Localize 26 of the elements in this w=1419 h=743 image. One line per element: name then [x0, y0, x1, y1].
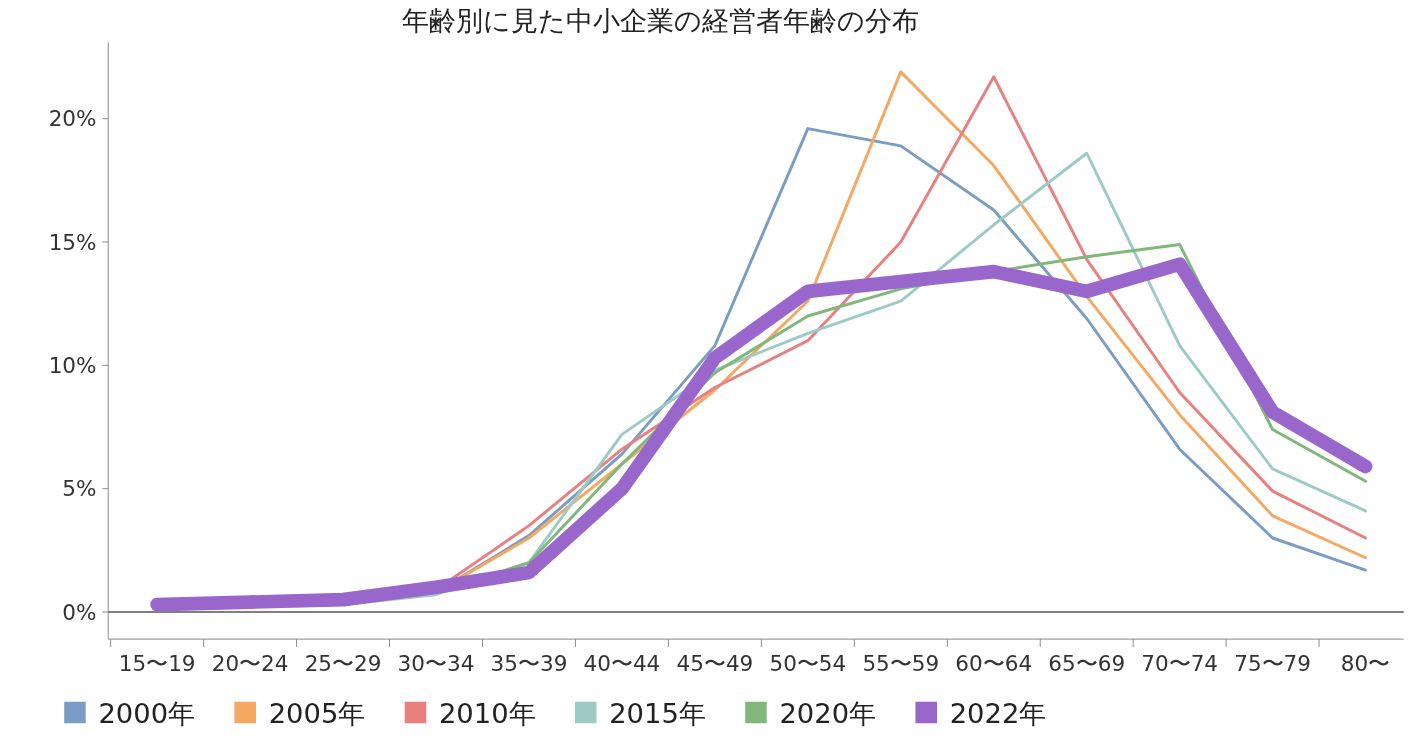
x-tick-label: 60〜64 [955, 651, 1033, 677]
legend-label: 2010年 [438, 698, 536, 730]
x-tick-label: 25〜29 [304, 651, 382, 677]
x-tick-label: 35〜39 [490, 651, 568, 677]
legend-label: 2000年 [98, 698, 196, 730]
legend-label: 2022年 [949, 698, 1047, 730]
y-tick-label: 5% [62, 476, 97, 502]
y-tick-label: 15% [48, 229, 97, 255]
x-tick-label: 20〜24 [211, 651, 289, 677]
x-tick-label: 70〜74 [1141, 651, 1219, 677]
y-tick-label: 0% [62, 599, 97, 625]
x-tick-label: 15〜19 [118, 651, 196, 677]
legend-label: 2005年 [268, 698, 366, 730]
y-tick-label: 20% [48, 106, 97, 132]
legend-label: 2020年 [779, 698, 877, 730]
x-tick-label: 40〜44 [583, 651, 661, 677]
x-tick-label: 30〜34 [397, 651, 475, 677]
x-tick-label: 55〜59 [862, 651, 940, 677]
x-tick-label: 75〜79 [1234, 651, 1311, 677]
x-tick-label: 80〜 [1340, 651, 1391, 677]
legend-label: 2015年 [609, 698, 706, 730]
chart-title: 年齢別に見た中小企業の経営者年齢の分布 [402, 4, 920, 36]
x-tick-label: 45〜49 [676, 651, 754, 677]
y-tick-label: 10% [48, 352, 97, 378]
x-tick-label: 50〜54 [769, 651, 847, 677]
x-tick-label: 65〜69 [1048, 651, 1126, 677]
